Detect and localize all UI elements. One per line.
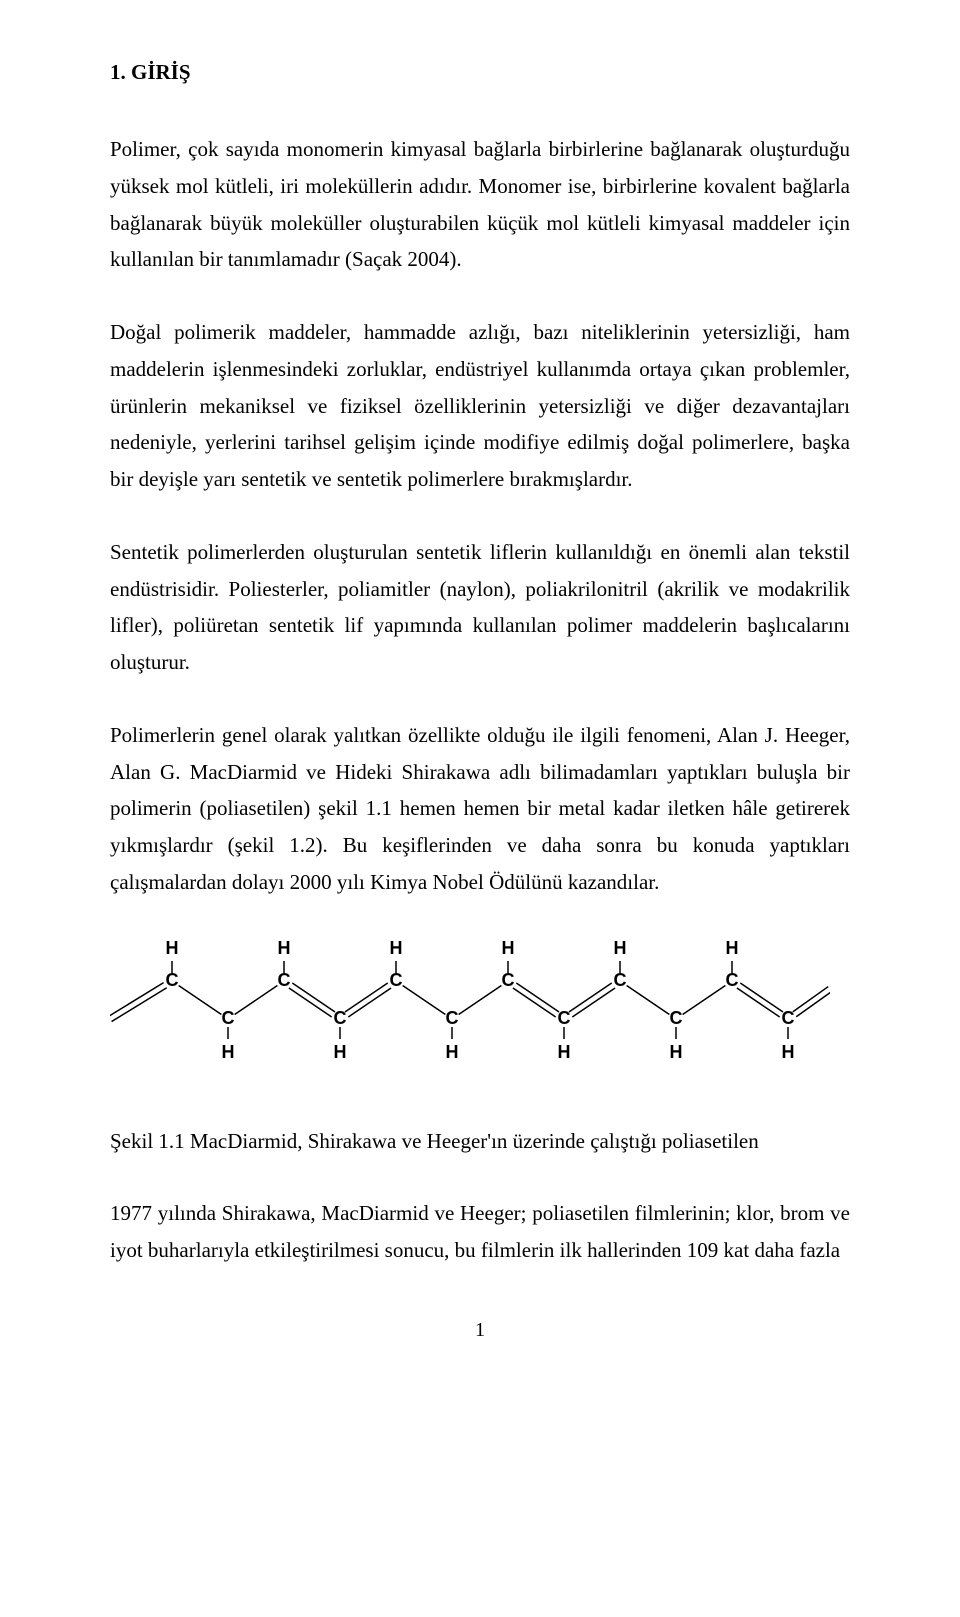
svg-text:H: H (446, 1041, 459, 1061)
svg-text:H: H (278, 937, 291, 957)
svg-text:H: H (166, 937, 179, 957)
svg-text:C: C (334, 1007, 347, 1027)
paragraph-1: Polimer, çok sayıda monomerin kimyasal b… (110, 131, 850, 278)
paragraph-4: Polimerlerin genel olarak yalıtkan özell… (110, 717, 850, 901)
svg-text:H: H (502, 937, 515, 957)
section-heading: 1. GİRİŞ (110, 60, 850, 85)
svg-text:C: C (222, 1007, 235, 1027)
svg-text:H: H (222, 1041, 235, 1061)
svg-text:H: H (390, 937, 403, 957)
svg-text:C: C (558, 1007, 571, 1027)
svg-text:H: H (670, 1041, 683, 1061)
svg-text:H: H (558, 1041, 571, 1061)
svg-text:C: C (446, 1007, 459, 1027)
svg-text:C: C (670, 1007, 683, 1027)
svg-text:H: H (726, 937, 739, 957)
svg-text:H: H (334, 1041, 347, 1061)
svg-text:H: H (782, 1041, 795, 1061)
paragraph-5: 1977 yılında Shirakawa, MacDiarmid ve He… (110, 1195, 850, 1269)
paragraph-2: Doğal polimerik maddeler, hammadde azlığ… (110, 314, 850, 498)
page-number: 1 (110, 1319, 850, 1342)
polyacetylene-structure-svg: CCHHCCHHCCHHCCHHCCHHCCHH (110, 937, 830, 1087)
page: 1. GİRİŞ Polimer, çok sayıda monomerin k… (0, 0, 960, 1382)
paragraph-3: Sentetik polimerlerden oluşturulan sente… (110, 534, 850, 681)
figure-caption: Şekil 1.1 MacDiarmid, Shirakawa ve Heege… (110, 1123, 850, 1160)
svg-text:H: H (614, 937, 627, 957)
figure-polyacetylene: CCHHCCHHCCHHCCHHCCHHCCHH (110, 937, 850, 1087)
svg-text:C: C (782, 1007, 795, 1027)
